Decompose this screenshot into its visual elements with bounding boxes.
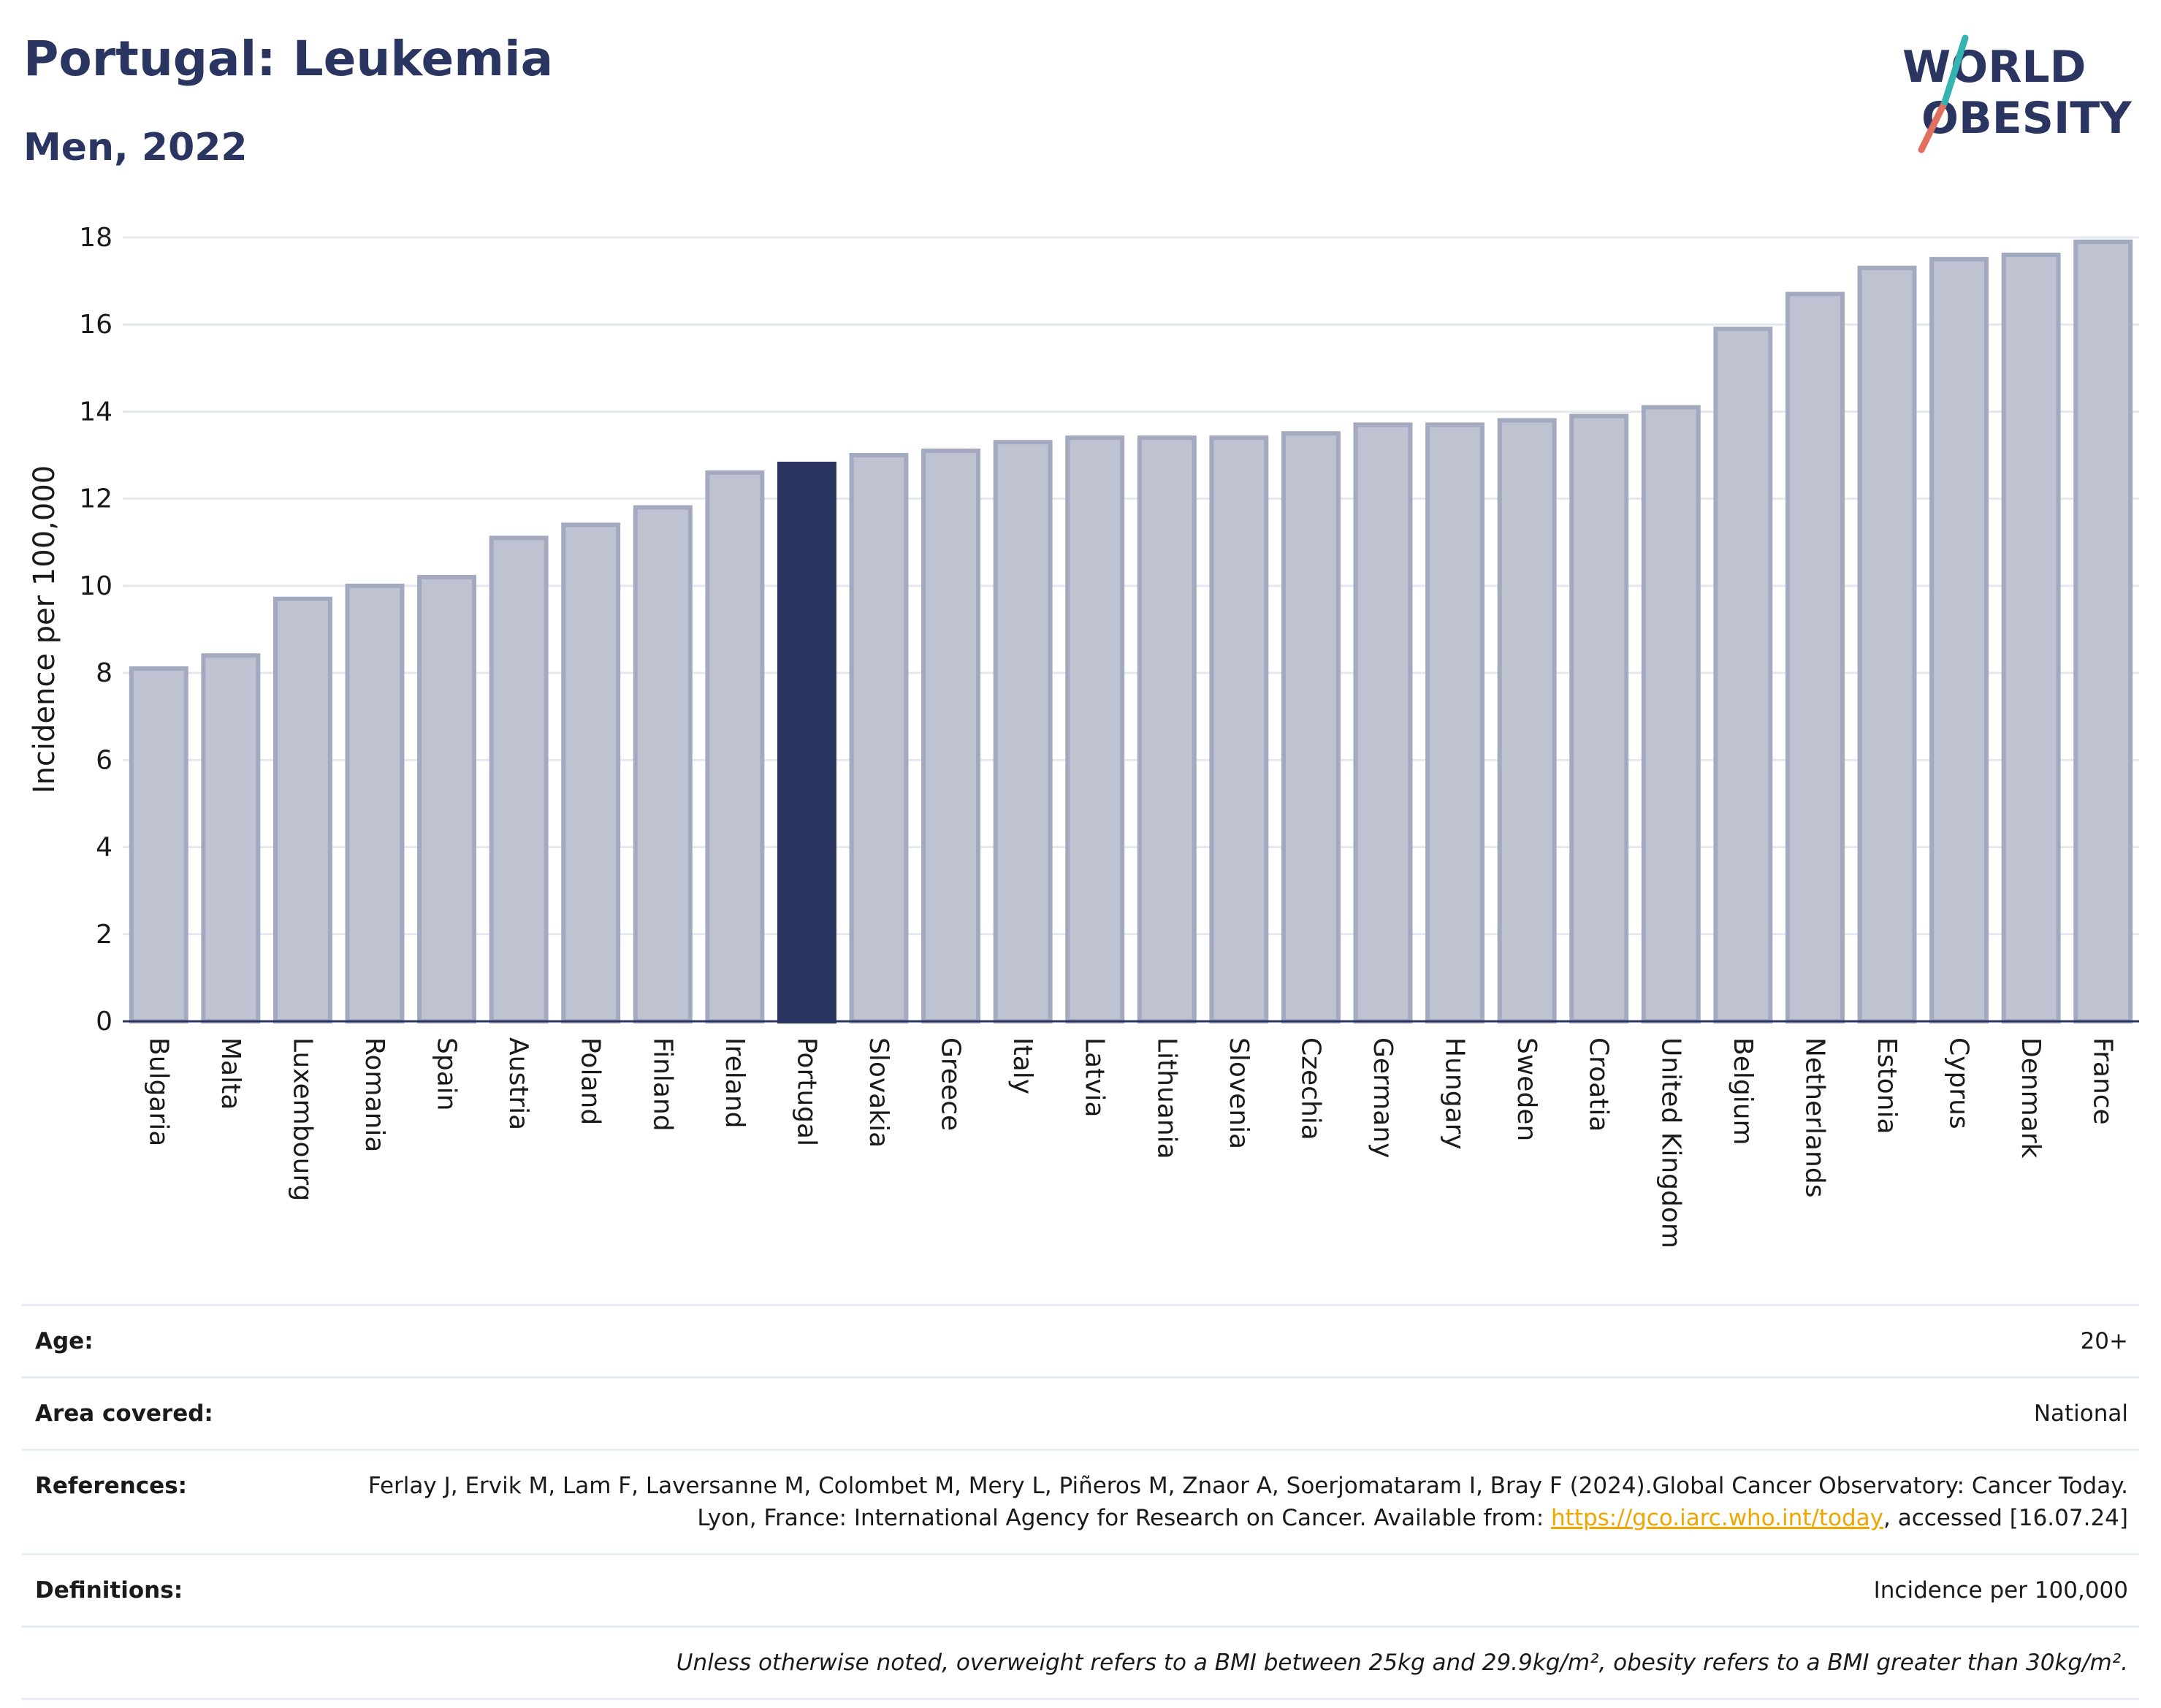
y-tick-label: 6 — [96, 745, 113, 775]
bar-portugal — [777, 461, 836, 1023]
page-subtitle: Men, 2022 — [23, 126, 248, 169]
bar-poland — [561, 522, 621, 1023]
info-row-area: Area covered: National — [22, 1376, 2139, 1449]
y-tick-label: 10 — [79, 571, 113, 601]
bar-estonia — [1857, 265, 1917, 1023]
world-obesity-logo: WORLD OBESITY — [1902, 34, 2133, 153]
definitions-label: Definitions: — [35, 1577, 183, 1604]
bar-austria — [489, 535, 549, 1024]
bar-slovakia — [849, 453, 909, 1023]
references-text: Ferlay J, Ervik M, Lam F, Laversanne M, … — [367, 1473, 2128, 1531]
x-tick-label: Belgium — [1728, 1037, 1758, 1145]
x-tick-label: Estonia — [1872, 1037, 1902, 1135]
y-tick-label: 16 — [79, 310, 113, 340]
y-tick-label: 18 — [79, 223, 113, 253]
bar-bulgaria — [129, 666, 188, 1024]
x-tick-label: Slovakia — [864, 1037, 893, 1148]
x-tick-label: Latvia — [1080, 1037, 1110, 1118]
bar-germany — [1353, 422, 1413, 1024]
bar-denmark — [2001, 252, 2061, 1023]
area-label: Area covered: — [35, 1400, 213, 1427]
x-tick-label: Greece — [936, 1037, 966, 1131]
x-tick-label: Netherlands — [1799, 1037, 1829, 1197]
x-tick-label: Luxembourg — [287, 1037, 317, 1201]
x-tick-label: Italy — [1007, 1037, 1037, 1094]
x-tick-label: Spain — [432, 1037, 462, 1111]
bar-netherlands — [1785, 291, 1845, 1023]
bar-romania — [345, 583, 405, 1023]
bar-hungary — [1425, 422, 1485, 1024]
info-row-references: References: Ferlay J, Ervik M, Lam F, La… — [22, 1449, 2139, 1553]
y-tick-label: 0 — [96, 1007, 113, 1037]
x-tick-label: Poland — [576, 1037, 606, 1125]
bars — [129, 239, 2133, 1024]
bar-luxembourg — [272, 596, 332, 1023]
bar-malta — [201, 653, 261, 1023]
x-tick-label: United Kingdom — [1655, 1037, 1685, 1248]
x-tick-label: Hungary — [1440, 1037, 1470, 1150]
bar-slovenia — [1209, 435, 1269, 1023]
info-row-note: Unless otherwise noted, overweight refer… — [22, 1625, 2139, 1700]
x-tick-label: Ireland — [720, 1037, 750, 1129]
x-tick-labels: Bulgaria Malta Luxembourg Romania Spain Austr… — [143, 1037, 2117, 1248]
bar-chart: 0 2 4 6 8 10 12 14 16 18 Bulgaria Malta Luxembourg R… — [28, 223, 2139, 1248]
logo-line-2: OBESITY — [1921, 93, 2133, 144]
x-tick-label: Romania — [359, 1037, 389, 1152]
x-tick-label: Germany — [1368, 1037, 1398, 1158]
bar-sweden — [1497, 418, 1557, 1024]
y-tick-label: 4 — [96, 833, 113, 863]
references-value: Ferlay J, Ervik M, Lam F, Laversanne M, … — [360, 1470, 2128, 1534]
page-title: Portugal: Leukemia — [23, 31, 554, 87]
info-row-age: Age: 20+ — [22, 1304, 2139, 1376]
logo-line-1: WORLD — [1902, 42, 2086, 93]
x-tick-label: Denmark — [2016, 1037, 2046, 1159]
y-tick-label: 14 — [79, 397, 113, 427]
bar-belgium — [1713, 327, 1773, 1023]
x-tick-label: Bulgaria — [143, 1037, 173, 1146]
logo-slash-teal — [1941, 34, 1969, 106]
bar-finland — [633, 505, 693, 1024]
age-label: Age: — [35, 1328, 94, 1354]
y-tick-label: 12 — [79, 484, 113, 514]
info-table: Age: 20+ Area covered: National Referenc… — [22, 1304, 2139, 1700]
x-tick-label: France — [2088, 1037, 2118, 1125]
bar-greece — [921, 449, 981, 1024]
references-label: References: — [35, 1473, 188, 1499]
bar-lithuania — [1137, 435, 1197, 1023]
x-tick-label: Lithuania — [1151, 1037, 1181, 1159]
bar-ireland — [705, 470, 765, 1023]
bmi-note: Unless otherwise noted, overweight refer… — [676, 1650, 2128, 1676]
x-tick-label: Malta — [216, 1037, 245, 1110]
info-row-definitions: Definitions: Incidence per 100,000 — [22, 1553, 2139, 1625]
bar-united-kingdom — [1641, 405, 1701, 1023]
bar-latvia — [1065, 435, 1125, 1023]
bar-cyprus — [1929, 256, 1989, 1024]
references-link[interactable]: https://gco.iarc.who.int/today — [1551, 1505, 1883, 1531]
area-value: National — [2033, 1400, 2128, 1427]
x-tick-label: Sweden — [1512, 1037, 1541, 1141]
x-tick-label: Croatia — [1584, 1037, 1614, 1132]
bar-czechia — [1281, 431, 1341, 1023]
definitions-value: Incidence per 100,000 — [1873, 1577, 2128, 1604]
x-tick-label: Slovenia — [1224, 1037, 1254, 1149]
x-tick-label: Austria — [503, 1037, 533, 1130]
y-tick-labels: 0 2 4 6 8 10 12 14 16 18 — [79, 223, 113, 1037]
age-value: 20+ — [2080, 1328, 2128, 1354]
x-tick-label: Portugal — [791, 1037, 821, 1146]
references-suffix: , accessed [16.07.24] — [1883, 1505, 2128, 1531]
bar-italy — [993, 440, 1053, 1023]
x-tick-label: Cyprus — [1944, 1037, 1974, 1129]
bar-spain — [417, 574, 477, 1023]
logo-slash-red — [1918, 99, 1948, 153]
y-axis-label: Incidence per 100,000 — [28, 465, 61, 794]
bar-croatia — [1569, 413, 1629, 1023]
x-tick-label: Finland — [647, 1037, 677, 1132]
bar-france — [2073, 239, 2133, 1024]
y-tick-label: 2 — [96, 920, 113, 950]
y-tick-label: 8 — [96, 658, 113, 688]
x-tick-label: Czechia — [1295, 1037, 1325, 1140]
